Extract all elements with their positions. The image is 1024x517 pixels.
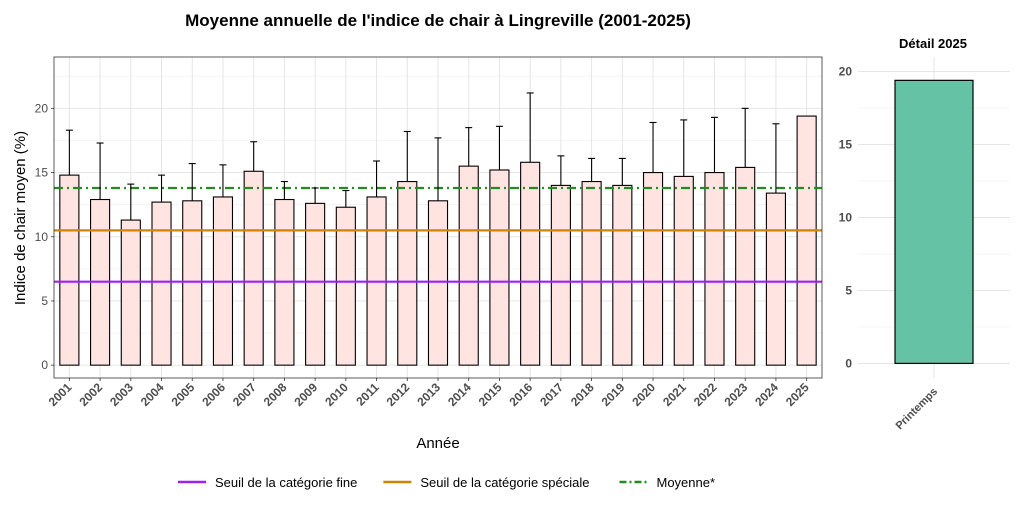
y-tick-label: 15 <box>35 166 49 180</box>
x-tick-label: 2024 <box>752 380 781 409</box>
x-tick-label: 2014 <box>445 380 474 409</box>
legend-label-3: Moyenne* <box>656 475 715 490</box>
bar-2013 <box>427 200 449 366</box>
y-tick-label: 20 <box>35 101 49 115</box>
bar-2022 <box>704 172 725 366</box>
main-y-axis-label: Indice de chair moyen (%) <box>12 131 29 305</box>
detail-chart-title: Détail 2025 <box>899 36 967 51</box>
bar-2007 <box>243 170 264 366</box>
bar-2016 <box>520 161 541 366</box>
x-tick-label: 2017 <box>537 380 566 409</box>
y-tick-label: 10 <box>35 230 49 244</box>
bar-2009 <box>305 202 326 366</box>
detail-y-tick-label: 20 <box>839 65 853 79</box>
legend-label-1: Seuil de la catégorie fine <box>215 475 357 490</box>
bar-2014 <box>458 165 479 366</box>
x-tick-label: 2004 <box>138 380 167 409</box>
x-tick-label: 2019 <box>599 380 628 409</box>
x-tick-label: 2007 <box>230 380 259 409</box>
x-tick-label: 2006 <box>199 380 228 409</box>
bar-2021 <box>673 175 694 366</box>
bar-2001 <box>59 174 80 366</box>
x-tick-label: 2011 <box>353 380 382 409</box>
x-tick-label: 2022 <box>691 380 720 409</box>
bar-2018 <box>581 180 602 366</box>
main-chart-title: Moyenne annuelle de l'indice de chair à … <box>185 11 691 30</box>
x-tick-label: 2002 <box>76 380 105 409</box>
detail-y-tick-label: 15 <box>839 138 853 152</box>
x-tick-label: 2020 <box>629 380 658 409</box>
x-tick-label: 2018 <box>568 380 597 409</box>
detail-plot-area: 0 5 10 15 20 Printemps <box>839 57 1010 432</box>
bar-2025 <box>796 115 817 366</box>
bar-2012 <box>397 180 418 366</box>
legend-label-2: Seuil de la catégorie spéciale <box>420 475 589 490</box>
bar-2017 <box>550 184 571 366</box>
main-plot-area: 0 5 10 15 20 2001 2002 2003 2004 2005 2006 2007 2008… <box>35 56 823 409</box>
x-tick-label: 2009 <box>291 380 320 409</box>
detail-y-tick-label: 10 <box>839 211 853 225</box>
bar-2024 <box>765 192 786 366</box>
x-tick-label: 2010 <box>322 380 351 409</box>
x-tick-label: 2008 <box>261 380 290 409</box>
legend: Seuil de la catégorie fine Seuil de la ca… <box>178 475 715 490</box>
x-tick-label: 2025 <box>783 380 812 409</box>
detail-x-tick-label: Printemps <box>894 386 941 433</box>
detail-y-tick-label: 0 <box>845 356 852 370</box>
bar-2020 <box>642 172 664 366</box>
bar-2003 <box>120 219 141 366</box>
x-tick-label: 2013 <box>414 380 443 409</box>
x-tick-label: 2021 <box>660 380 689 409</box>
detail-y-tick-label: 5 <box>845 283 852 297</box>
x-tick-label: 2001 <box>46 380 75 409</box>
x-tick-label: 2016 <box>506 380 535 409</box>
bar-2019 <box>612 184 633 366</box>
y-tick-label: 5 <box>41 294 48 308</box>
x-tick-label: 2005 <box>169 380 198 409</box>
x-tick-label: 2015 <box>476 380 505 409</box>
bar-2015 <box>489 169 510 366</box>
bar-2023 <box>735 166 756 366</box>
x-tick-label: 2003 <box>107 380 136 409</box>
bar-2005 <box>182 200 203 366</box>
bar-2004 <box>151 201 172 366</box>
detail-bar-Printemps <box>894 79 974 365</box>
y-tick-label: 0 <box>41 358 48 372</box>
x-tick-label: 2023 <box>722 380 751 409</box>
main-x-axis-label: Année <box>416 435 459 452</box>
x-tick-label: 2012 <box>384 380 413 409</box>
